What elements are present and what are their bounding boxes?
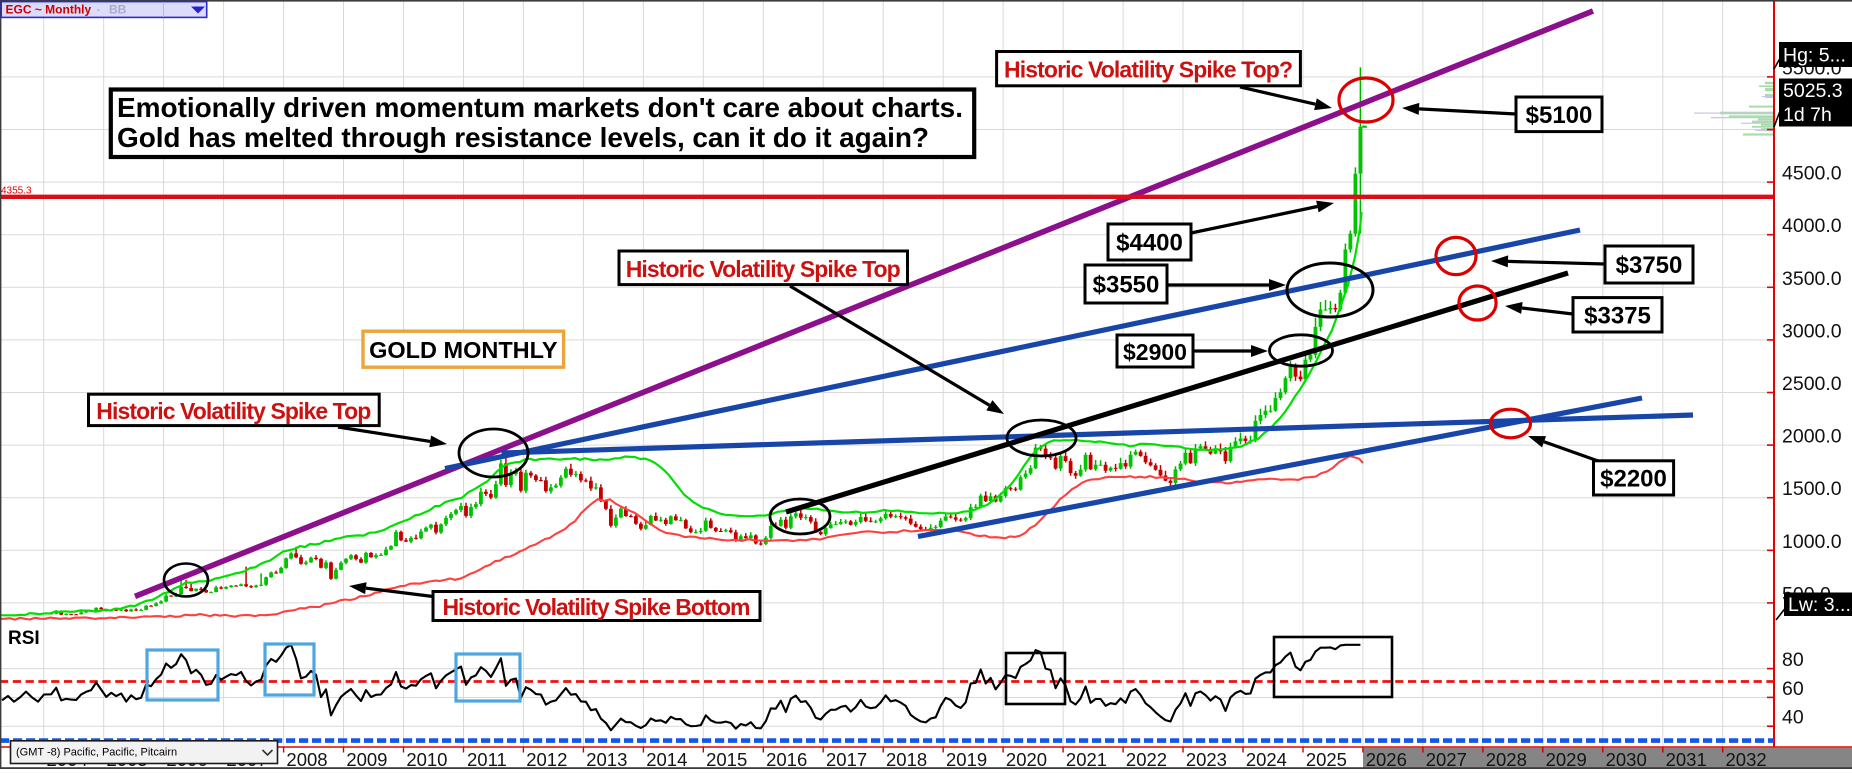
- svg-text:2019: 2019: [946, 749, 987, 769]
- svg-text:$3550: $3550: [1093, 272, 1160, 299]
- svg-text:2015: 2015: [706, 749, 747, 769]
- svg-text:(GMT -8) Pacific, Pacific, Pit: (GMT -8) Pacific, Pacific, Pitcairn: [16, 747, 177, 759]
- svg-text:2014: 2014: [646, 749, 687, 769]
- svg-text:$2900: $2900: [1123, 339, 1187, 365]
- svg-text:1500.0: 1500.0: [1782, 478, 1842, 500]
- svg-text:Historic Volatility Spike Top: Historic Volatility Spike Top: [96, 398, 371, 424]
- svg-text:2012: 2012: [526, 749, 567, 769]
- svg-text:Emotionally driven momentum ma: Emotionally driven momentum markets don'…: [117, 92, 963, 123]
- svg-text:Historic Volatility Spike Bott: Historic Volatility Spike Bottom: [443, 594, 751, 620]
- svg-text:2011: 2011: [467, 749, 507, 769]
- svg-text:RSI: RSI: [8, 628, 40, 649]
- svg-text:2029: 2029: [1546, 749, 1587, 769]
- svg-text:$2200: $2200: [1600, 465, 1667, 492]
- svg-text:2027: 2027: [1426, 749, 1467, 769]
- svg-text:2010: 2010: [406, 749, 447, 769]
- svg-text:5025.3: 5025.3: [1783, 80, 1843, 102]
- svg-text:1d 7h: 1d 7h: [1783, 104, 1832, 126]
- svg-text:Gold has melted through resist: Gold has melted through resistance level…: [117, 122, 929, 153]
- svg-text:$3375: $3375: [1584, 302, 1651, 329]
- svg-text:$3750: $3750: [1616, 252, 1683, 279]
- svg-text:40: 40: [1782, 707, 1804, 729]
- svg-text:4355.3: 4355.3: [1, 186, 32, 197]
- svg-text:2028: 2028: [1486, 749, 1527, 769]
- svg-text:60: 60: [1782, 678, 1804, 700]
- svg-text:2020: 2020: [1006, 749, 1047, 769]
- svg-text:2008: 2008: [286, 749, 327, 769]
- svg-text:2018: 2018: [886, 749, 927, 769]
- svg-text:Historic Volatility Spike Top?: Historic Volatility Spike Top?: [1004, 57, 1293, 83]
- svg-text:2023: 2023: [1186, 749, 1227, 769]
- svg-text:4500.0: 4500.0: [1782, 163, 1842, 185]
- svg-text:2021: 2021: [1066, 749, 1107, 769]
- svg-text:3000.0: 3000.0: [1782, 320, 1842, 342]
- svg-text:Hg: 5...: Hg: 5...: [1783, 45, 1846, 67]
- svg-text:2025: 2025: [1306, 749, 1347, 769]
- svg-text:2031: 2031: [1666, 749, 1707, 769]
- svg-text:2024: 2024: [1246, 749, 1287, 769]
- svg-text:3500.0: 3500.0: [1782, 268, 1842, 290]
- svg-text:GOLD MONTHLY: GOLD MONTHLY: [369, 337, 558, 363]
- svg-text:BB: BB: [109, 3, 127, 17]
- svg-text:2013: 2013: [586, 749, 627, 769]
- svg-text:EGC ~ Monthly: EGC ~ Monthly: [6, 3, 92, 17]
- svg-text:$5100: $5100: [1526, 102, 1593, 129]
- svg-text:1000.0: 1000.0: [1782, 531, 1842, 553]
- svg-text:2016: 2016: [766, 749, 807, 769]
- svg-text:2009: 2009: [346, 749, 387, 769]
- svg-text:2026: 2026: [1366, 749, 1407, 769]
- svg-text:2000.0: 2000.0: [1782, 426, 1842, 448]
- svg-text:$4400: $4400: [1116, 230, 1183, 257]
- svg-text:2022: 2022: [1126, 749, 1167, 769]
- svg-text:4000.0: 4000.0: [1782, 215, 1842, 237]
- svg-text:2017: 2017: [826, 749, 867, 769]
- svg-text:-: -: [97, 4, 101, 16]
- svg-text:2032: 2032: [1726, 749, 1767, 769]
- svg-text:2500.0: 2500.0: [1782, 373, 1842, 395]
- svg-text:Historic Volatility Spike Top: Historic Volatility Spike Top: [626, 256, 901, 282]
- svg-text:80: 80: [1782, 649, 1804, 671]
- svg-text:Lw: 3...: Lw: 3...: [1788, 594, 1851, 616]
- svg-text:2030: 2030: [1606, 749, 1647, 769]
